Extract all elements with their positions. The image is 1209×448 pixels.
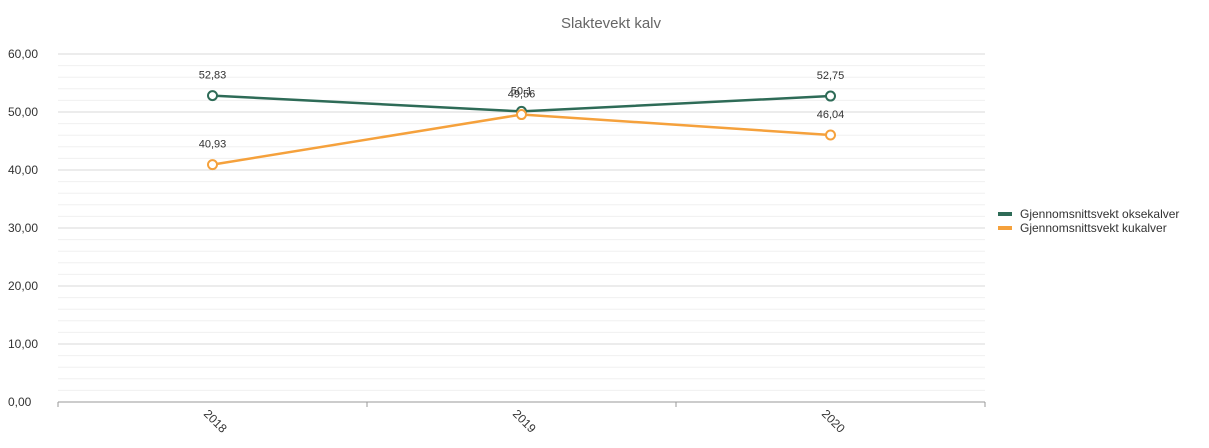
data-point[interactable]	[207, 90, 218, 102]
data-label: 50,1	[511, 85, 532, 97]
data-label: 46,04	[817, 109, 845, 121]
legend-label[interactable]: Gjennomsnittsvekt kukalver	[1020, 221, 1167, 235]
axes: 0,00 10,00 20,00 30,00 40,00 50,00 60,00 2018 20…	[8, 47, 986, 436]
y-tick-label: 20,00	[8, 279, 38, 293]
y-tick-label: 60,00	[8, 47, 38, 61]
x-tick-label: 2020	[819, 407, 848, 436]
data-label: 49,56	[508, 89, 536, 101]
data-label: 40,93	[199, 139, 227, 151]
x-tick-label: 2019	[510, 407, 539, 436]
grid-lines	[58, 53, 985, 403]
y-tick-label: 50,00	[8, 105, 38, 119]
series-line[interactable]	[212, 113, 831, 166]
y-tick-label: 0,00	[8, 395, 32, 409]
x-tick-label: 2018	[201, 407, 230, 436]
legend-swatch[interactable]	[998, 212, 1012, 216]
chart-title: Slaktevekt kalv	[561, 15, 662, 32]
data-label: 52,75	[817, 70, 845, 82]
data-point[interactable]	[516, 109, 527, 121]
data-point[interactable]	[825, 129, 836, 141]
legend[interactable]: Gjennomsnittsvekt oksekalverGjennomsnitt…	[998, 207, 1179, 235]
y-tick-label: 30,00	[8, 221, 38, 235]
y-tick-label: 40,00	[8, 163, 38, 177]
data-point[interactable]	[825, 90, 836, 102]
legend-label[interactable]: Gjennomsnittsvekt oksekalver	[1020, 207, 1179, 221]
data-labels: 52,83 50,1 52,75 40,93 49,56 46,04	[199, 70, 845, 151]
y-tick-label: 10,00	[8, 337, 38, 351]
data-label: 52,83	[199, 70, 227, 82]
legend-swatch[interactable]	[998, 226, 1012, 230]
series-lines	[207, 90, 836, 171]
data-point[interactable]	[207, 159, 218, 171]
